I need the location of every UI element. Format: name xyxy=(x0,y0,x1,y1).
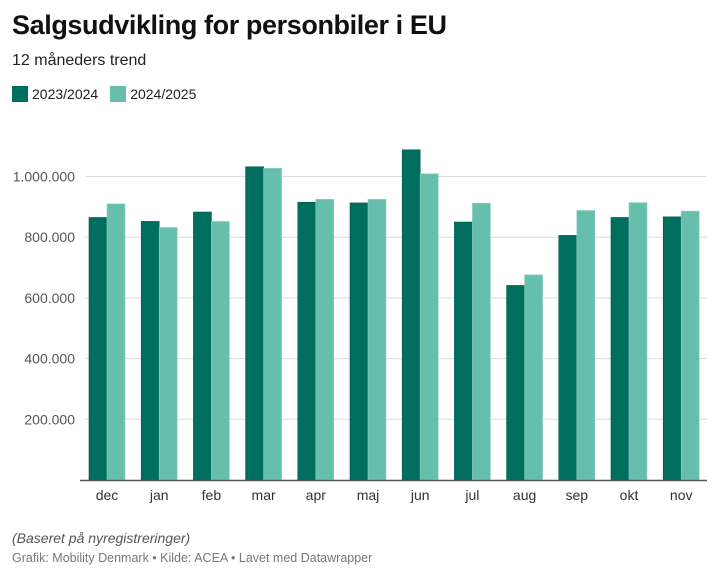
bar-feb-2023-2024 xyxy=(193,211,212,481)
bar-nov-2023-2024 xyxy=(662,216,682,481)
x-tick-label: jul xyxy=(464,487,479,503)
bar-aug-2023-2024 xyxy=(506,285,525,481)
legend-swatch xyxy=(110,86,127,102)
y-tick-label: 1.000.000 xyxy=(13,169,75,185)
bar-aug-2024-2025 xyxy=(524,274,543,481)
y-tick-label: 800.000 xyxy=(24,229,75,245)
x-tick-label: sep xyxy=(566,487,589,503)
x-tick-label: okt xyxy=(620,487,639,503)
legend-label: 2024/2025 xyxy=(130,86,197,102)
bar-mar-2024-2025 xyxy=(263,168,282,481)
y-tick-label: 600.000 xyxy=(24,290,75,306)
x-tick-label: apr xyxy=(306,487,327,503)
bar-apr-2023-2024 xyxy=(297,201,317,481)
x-tick-label: jun xyxy=(410,487,430,503)
chart-title: Salgsudvikling for personbiler i EU xyxy=(12,10,447,40)
bar-mar-2023-2024 xyxy=(245,166,264,481)
x-axis: dec jan feb mar apr maj jun jul aug sep okt nov xyxy=(80,479,707,503)
legend: 2023/2024 2024/2025 xyxy=(12,86,208,102)
y-tick-label: 200.000 xyxy=(24,411,75,427)
bar-apr-2024-2025 xyxy=(315,198,335,481)
bar-maj-2023-2024 xyxy=(349,202,369,481)
bar-okt-2024-2025 xyxy=(628,202,648,481)
legend-item-2023-2024: 2023/2024 xyxy=(12,86,98,102)
bar-jan-2024-2025 xyxy=(158,227,178,481)
bar-maj-2024-2025 xyxy=(367,198,387,481)
chart-credit: Grafik: Mobility Denmark • Kilde: ACEA •… xyxy=(12,551,373,565)
x-tick-label: mar xyxy=(252,487,276,503)
bar-sep-2023-2024 xyxy=(558,235,578,481)
bar-dec-2024-2025 xyxy=(106,203,126,481)
x-tick-label: feb xyxy=(202,487,222,503)
bar-jul-2023-2024 xyxy=(454,221,473,481)
bar-sep-2024-2025 xyxy=(576,210,596,481)
gridlines: 200.000 400.000 600.000 800.000 1.000.000 xyxy=(13,169,707,427)
chart-note: (Baseret på nyregistreringer) xyxy=(12,530,191,546)
bar-nov-2024-2025 xyxy=(680,210,700,481)
legend-swatch xyxy=(12,86,28,102)
bar-dec-2023-2024 xyxy=(88,217,108,481)
chart-subtitle: 12 måneders trend xyxy=(12,52,147,69)
legend-item-2024-2025: 2024/2025 xyxy=(110,86,196,102)
x-tick-label: aug xyxy=(513,487,536,503)
x-tick-label: jan xyxy=(149,487,169,503)
bars xyxy=(88,149,700,481)
bar-feb-2024-2025 xyxy=(211,221,230,481)
bar-jun-2023-2024 xyxy=(401,149,421,481)
y-tick-label: 400.000 xyxy=(24,351,75,367)
x-tick-label: dec xyxy=(96,487,119,503)
bar-jan-2023-2024 xyxy=(140,221,160,481)
x-tick-label: maj xyxy=(357,487,380,503)
bar-jul-2024-2025 xyxy=(472,202,491,481)
x-tick-label: nov xyxy=(670,487,693,503)
legend-label: 2023/2024 xyxy=(32,86,99,102)
bar-okt-2023-2024 xyxy=(610,217,630,481)
bar-jun-2024-2025 xyxy=(419,173,439,481)
